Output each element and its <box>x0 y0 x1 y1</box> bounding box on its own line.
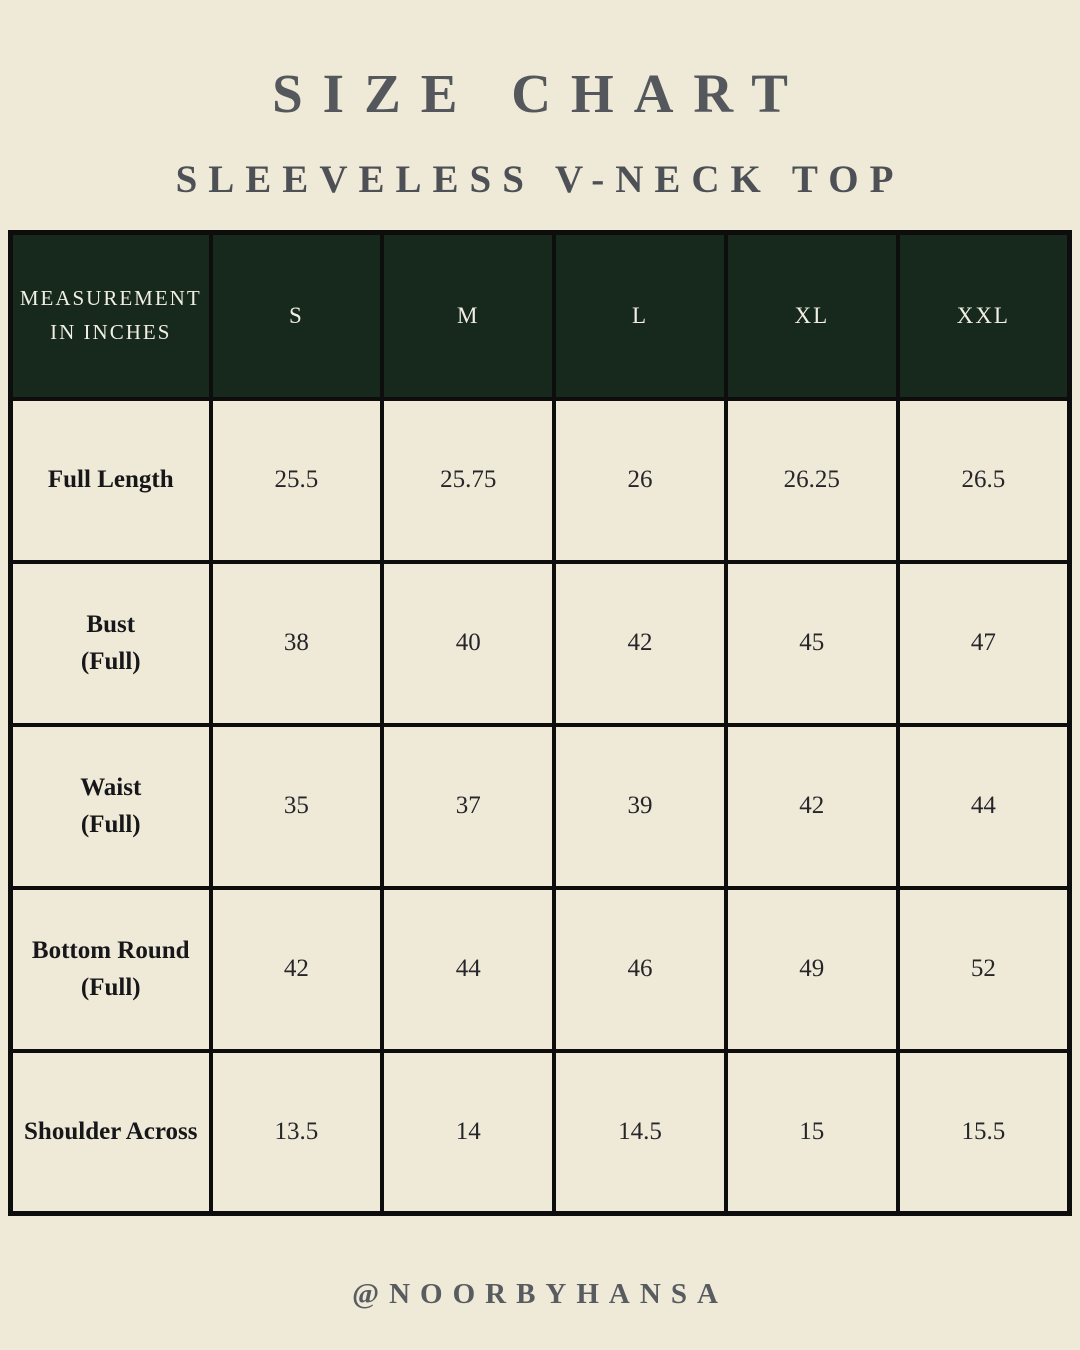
value-cell: 52 <box>895 885 1072 1053</box>
value-cell: 26.5 <box>895 396 1072 564</box>
value-cell: 40 <box>380 559 557 727</box>
value-cell: 42 <box>552 559 728 727</box>
value-cell: 15.5 <box>895 1048 1072 1216</box>
value-cell: 44 <box>380 885 557 1053</box>
value-cell: 47 <box>895 559 1072 727</box>
page-title: SIZE CHART <box>272 63 808 124</box>
row-label: Bust (Full) <box>8 559 213 727</box>
table-row-waist: Waist (Full) 35 37 39 42 44 <box>8 722 1072 890</box>
row-label-text: Shoulder Across <box>24 1118 198 1145</box>
page-subtitle: SLEEVELESS V-NECK TOP <box>175 158 905 201</box>
row-label: Bottom Round (Full) <box>8 885 213 1053</box>
table-row-full-length: Full Length 25.5 25.75 26 26.25 26.5 <box>8 396 1072 564</box>
value-cell: 49 <box>723 885 900 1053</box>
value-cell: 25.5 <box>208 396 385 564</box>
value-cell: 26.25 <box>723 396 900 564</box>
row-label-qualifier: (Full) <box>80 811 141 838</box>
value-cell: 42 <box>723 722 900 890</box>
header-size-s: S <box>208 230 385 401</box>
value-cell: 15 <box>723 1048 900 1216</box>
value-cell: 39 <box>552 722 728 890</box>
row-label-text: Full Length <box>47 466 174 494</box>
value-cell: 42 <box>208 885 385 1053</box>
header-measurement-line1: MEASUREMENT <box>19 286 202 311</box>
table-row-shoulder-across: Shoulder Across 13.5 14 14.5 15 15.5 <box>8 1048 1072 1216</box>
row-label: Waist (Full) <box>8 722 213 890</box>
header-size-xxl: XXL <box>895 230 1072 401</box>
value-cell: 26 <box>552 396 728 564</box>
header-measurement-line2: IN INCHES <box>50 319 172 344</box>
row-label: Shoulder Across <box>8 1048 213 1216</box>
value-cell: 25.75 <box>380 396 557 564</box>
row-label-qualifier: (Full) <box>80 648 141 675</box>
table-row-bust: Bust (Full) 38 40 42 45 47 <box>8 559 1072 727</box>
footer-handle: @NOORBYHANSA <box>352 1278 728 1310</box>
row-label-text: Bust <box>86 610 136 638</box>
row-label-text: Waist <box>80 773 142 801</box>
value-cell: 35 <box>208 722 385 890</box>
row-label-qualifier: (Full) <box>80 974 141 1001</box>
row-label-text: Bottom Round <box>31 936 190 964</box>
table-row-bottom-round: Bottom Round (Full) 42 44 46 49 52 <box>8 885 1072 1053</box>
value-cell: 37 <box>380 722 557 890</box>
value-cell: 14 <box>380 1048 557 1216</box>
header-size-l: L <box>552 230 728 401</box>
header-measurement-in-inches: MEASUREMENT IN INCHES <box>8 230 213 401</box>
value-cell: 45 <box>723 559 900 727</box>
value-cell: 13.5 <box>208 1048 385 1216</box>
header-row: MEASUREMENT IN INCHES S M L XL XXL <box>8 230 1072 401</box>
size-chart-table: MEASUREMENT IN INCHES S M L XL XXL Full … <box>8 230 1072 1216</box>
value-cell: 38 <box>208 559 385 727</box>
value-cell: 44 <box>895 722 1072 890</box>
row-label: Full Length <box>8 396 213 564</box>
header-size-m: M <box>380 230 557 401</box>
header-size-xl: XL <box>723 230 900 401</box>
value-cell: 14.5 <box>552 1048 728 1216</box>
value-cell: 46 <box>552 885 728 1053</box>
